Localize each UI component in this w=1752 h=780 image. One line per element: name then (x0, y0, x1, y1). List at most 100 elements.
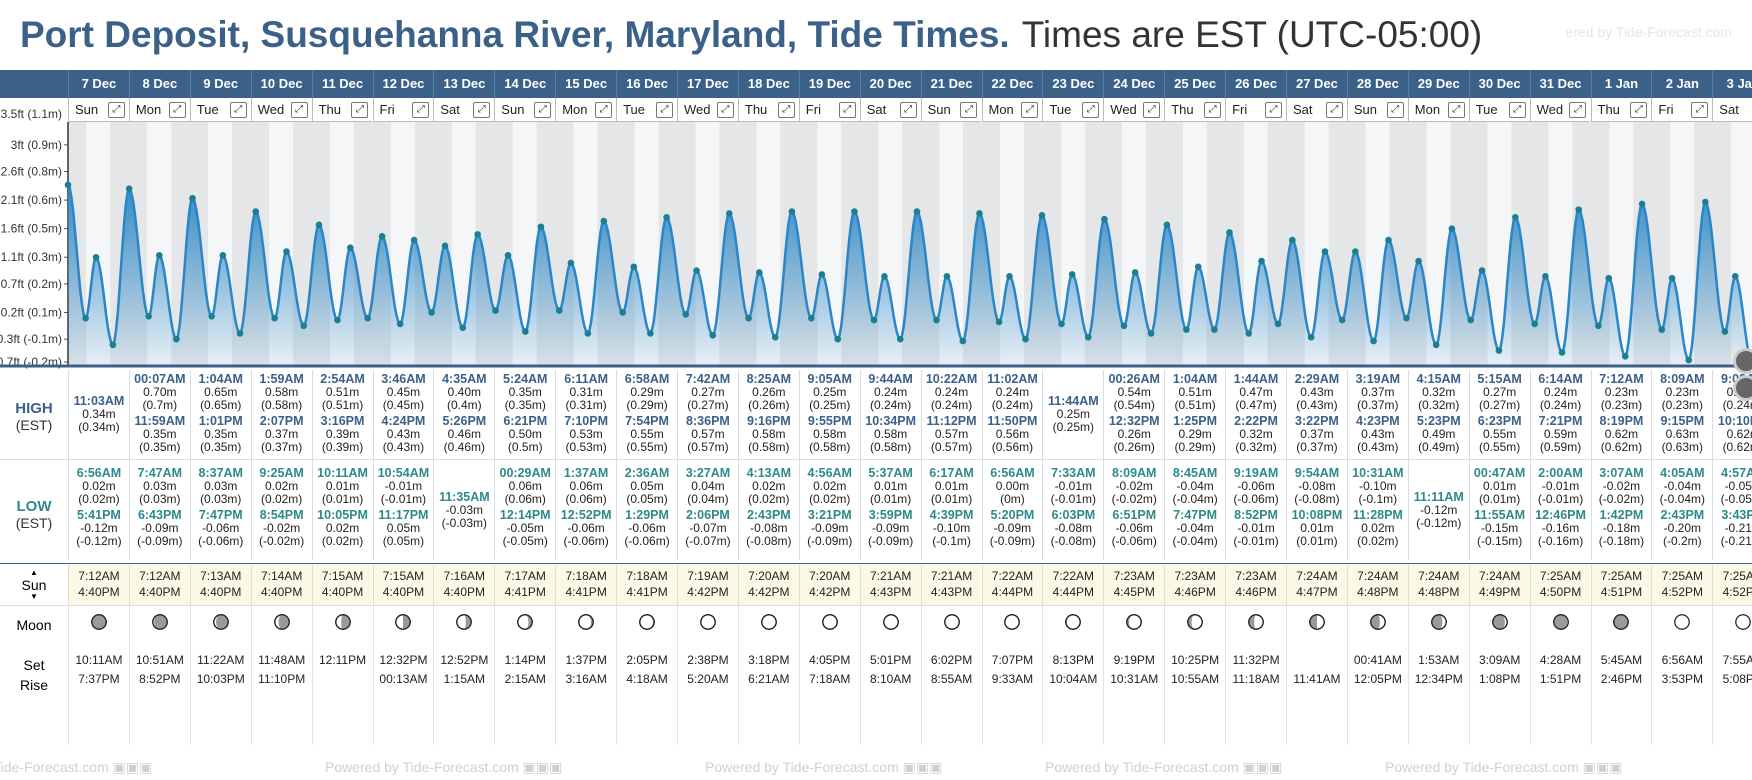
scroll-handle[interactable] (1733, 375, 1752, 401)
expand-icon[interactable]: ⤢ (229, 102, 247, 118)
low-height: -0.21m (1724, 521, 1752, 535)
expand-icon[interactable]: ⤢ (777, 102, 795, 118)
expand-icon[interactable]: ⤢ (473, 102, 491, 118)
high-time: 1:44AM (1233, 372, 1279, 386)
low-time: 7:47AM (137, 466, 183, 480)
weekday-cell: Sat ⤢ (1286, 98, 1347, 122)
moonset-time: 11:22AM (197, 653, 245, 667)
expand-icon[interactable]: ⤢ (1143, 102, 1161, 118)
sunrise-time: 7:12AM (139, 569, 181, 583)
expand-icon[interactable]: ⤢ (107, 102, 125, 118)
high-height-paren: (0.62m) (1722, 440, 1752, 454)
expand-icon[interactable]: ⤢ (351, 102, 369, 118)
scroll-handle-chart[interactable] (1733, 348, 1752, 374)
expand-icon[interactable]: ⤢ (1021, 102, 1039, 118)
tide-point (1058, 320, 1065, 328)
weekday-cell: Wed ⤢ (1103, 98, 1165, 122)
weekday-label: Mon (562, 102, 588, 117)
high-time: 1:25PM (1173, 414, 1218, 428)
expand-icon[interactable]: ⤢ (1386, 102, 1404, 118)
moonset-time: 12:11PM (318, 653, 367, 667)
tide-point (347, 244, 354, 252)
moonset-time: 4:05PM (809, 653, 851, 667)
low-tide-cell: 2:00AM -0.01m (-0.01m) 12:46PM -0.16m (-0.16m… (1529, 460, 1591, 560)
low-tide-cell: 6:17AM 0.01m (0.01m) 4:39PM -0.10m (-0.1m) (920, 460, 982, 560)
tide-entry: 2:43PM -0.20m (-0.2m) (1652, 509, 1712, 548)
tide-entry: 5:15AM 0.27m (0.27m) (1470, 373, 1530, 412)
sun-arrow-down: ▼ (30, 592, 38, 601)
watermark-top: ered by Tide-Forecast.com (1565, 24, 1732, 40)
weekday-cell: Mon ⤢ (555, 98, 617, 122)
tide-entry: 9:54AM -0.08m (-0.08m) (1287, 467, 1347, 506)
tide-entry: 12:46PM -0.16m (-0.16m) (1531, 509, 1591, 548)
expand-icon[interactable]: ⤢ (1691, 102, 1709, 118)
moon-phase-icon (922, 605, 982, 643)
expand-icon[interactable]: ⤢ (1447, 102, 1465, 118)
expand-icon[interactable]: ⤢ (290, 102, 308, 118)
weekday-label: Tue (623, 102, 646, 117)
high-time: 4:23PM (1355, 414, 1400, 428)
low-height: 0.03m (143, 479, 177, 493)
tide-point (584, 330, 592, 337)
high-height-paren: (0.31m) (565, 398, 607, 412)
weekday-cell: Thu ⤢ (311, 98, 373, 122)
expand-icon[interactable]: ⤢ (716, 102, 734, 118)
expand-icon[interactable]: ⤢ (595, 102, 613, 118)
expand-icon[interactable]: ⤢ (838, 102, 856, 118)
weekday-cell: Mon ⤢ (981, 98, 1043, 122)
moonrise-time: 5:08PM (1722, 672, 1752, 686)
high-time: 3:46AM (381, 372, 426, 386)
high-time: 11:03AM (73, 394, 125, 408)
sun-cell: 7:25AM 4:52PM (1651, 565, 1713, 605)
weekday-label: Sun (501, 102, 525, 117)
expand-icon[interactable]: ⤢ (1325, 102, 1343, 118)
moon-icon (1735, 614, 1752, 630)
moon-phase-icon (1287, 605, 1347, 643)
high-height: 0.43m (386, 427, 421, 441)
high-time: 8:25AM (746, 372, 792, 386)
expand-icon[interactable]: ⤢ (960, 102, 978, 118)
weekday-cell: Thu ⤢ (1590, 98, 1652, 122)
expand-icon[interactable]: ⤢ (1082, 102, 1100, 118)
low-height-paren: (-0.05m) (502, 534, 548, 548)
moon-times: 6:02PM 8:55AM (922, 651, 982, 689)
weekday-label: Sat (866, 102, 887, 117)
low-time: 6:56AM (990, 466, 1035, 480)
tide-entry: 5:37AM 0.01m (0.01m) (861, 467, 921, 506)
tide-point (1147, 330, 1155, 337)
weekday-cell: Wed ⤢ (677, 98, 738, 122)
low-height: -0.09m (141, 521, 179, 535)
high-height-paren: (0.32m) (1418, 398, 1460, 412)
tide-point (600, 217, 608, 225)
low-height: -0.06m (202, 521, 240, 535)
tide-point (682, 311, 690, 318)
expand-icon[interactable]: ⤢ (168, 102, 186, 118)
low-height: -0.03m (445, 503, 484, 517)
tide-point (125, 185, 133, 192)
expand-icon[interactable]: ⤢ (1508, 102, 1526, 118)
high-time: 5:15AM (1477, 372, 1522, 386)
expand-icon[interactable]: ⤢ (899, 102, 917, 118)
sunrise-time: 7:24AM (1478, 569, 1521, 583)
expand-icon[interactable]: ⤢ (412, 102, 430, 118)
moon-shadow (1492, 614, 1505, 630)
expand-icon[interactable]: ⤢ (534, 102, 552, 118)
expand-icon[interactable]: ⤢ (1569, 102, 1587, 118)
weekday-label: Fri (379, 102, 395, 117)
date-label: 3 Jan (1712, 70, 1752, 98)
high-time: 7:54PM (625, 414, 669, 428)
high-height: 0.32m (1239, 427, 1273, 441)
tide-entry: 1:44AM 0.47m (0.47m) (1226, 373, 1286, 412)
expand-icon[interactable]: ⤢ (655, 102, 673, 118)
expand-icon[interactable]: ⤢ (1630, 102, 1648, 118)
moon-phase-icon (313, 605, 373, 643)
low-height: 0.00m (995, 479, 1030, 493)
expand-icon[interactable]: ⤢ (1264, 102, 1282, 118)
high-height-paren: (0.43m) (1357, 440, 1399, 454)
high-time: 11:44AM (1047, 394, 1099, 408)
expand-icon[interactable]: ⤢ (1204, 102, 1222, 118)
tide-point (630, 263, 638, 271)
moon-icon (1674, 614, 1691, 630)
low-height: -0.04m (1663, 479, 1702, 493)
moonset-time: 3:09AM (1478, 653, 1521, 667)
